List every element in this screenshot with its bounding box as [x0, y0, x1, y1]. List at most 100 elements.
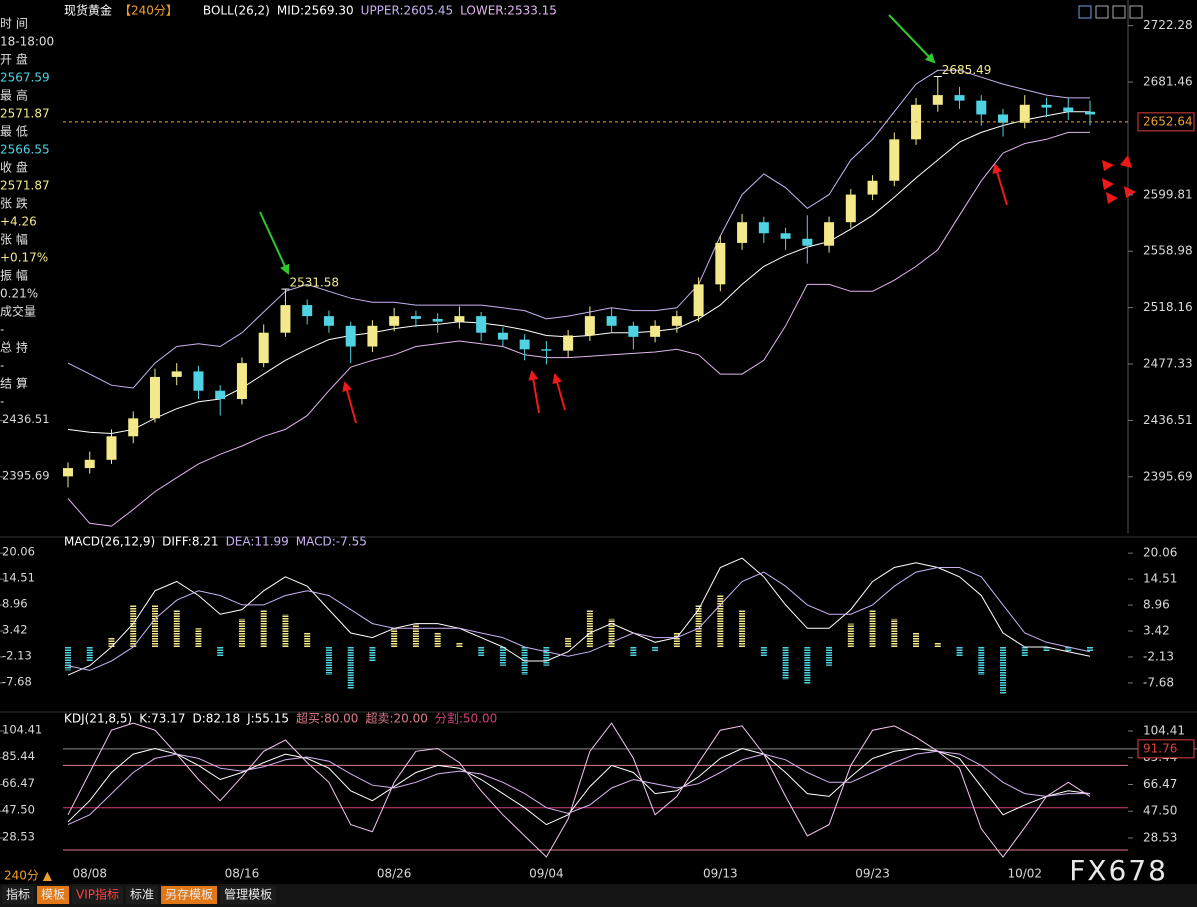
candle-body — [63, 468, 73, 477]
x-tick-label: 08/16 — [225, 867, 260, 881]
candle-body — [106, 436, 117, 460]
y-tick-label: 104.41 — [1143, 724, 1185, 738]
toolbar-button-bg — [2, 886, 35, 904]
arrow — [342, 381, 357, 424]
candle-body — [1085, 111, 1095, 115]
y-tick-label: -7.68 — [1143, 675, 1174, 689]
candle-body — [171, 371, 182, 377]
header-text: MID:2569.30 — [277, 4, 354, 18]
toolbar-button[interactable]: 指标 — [6, 887, 30, 902]
candle-body — [258, 332, 269, 364]
y-tick-label: 8.96 — [1143, 598, 1170, 612]
candle-body — [497, 332, 508, 340]
cursor-label: 91.76 — [1143, 741, 1177, 755]
arrow — [888, 14, 936, 64]
icon[interactable] — [1112, 5, 1126, 19]
toolbar-button-bg — [161, 886, 218, 904]
y-tick-label: 3.42 — [2, 622, 28, 636]
y-tick-label: 104.41 — [2, 723, 42, 737]
toolbar-bg — [0, 884, 1197, 907]
icon[interactable] — [1078, 5, 1092, 19]
candle-body — [932, 95, 943, 105]
candle-body — [650, 325, 661, 337]
info-value: 2566.55 — [0, 143, 50, 157]
info-label: 时 间 — [0, 17, 28, 31]
header-text: KDJ(21,8,5) — [64, 712, 132, 726]
watermark: FX678 — [1069, 854, 1168, 887]
toolbar-button[interactable]: 管理模板 — [224, 887, 272, 902]
header-text: DIFF:8.21 — [162, 535, 218, 549]
y-tick-label: 66.47 — [1143, 777, 1177, 791]
arrow — [992, 163, 1008, 206]
info-label: 成交量 — [0, 304, 36, 319]
y-tick-label: 2681.46 — [1143, 75, 1193, 89]
candle-body — [1019, 104, 1030, 123]
candle-body — [454, 316, 465, 322]
header-text: K:73.17 — [139, 712, 185, 726]
candle-body — [541, 349, 552, 351]
candle-body — [302, 305, 313, 317]
header-text: DEA:11.99 — [226, 535, 289, 549]
toolbar-button-bg — [37, 886, 70, 904]
candle-body — [998, 114, 1009, 123]
icon[interactable] — [1095, 5, 1109, 19]
y-tick-label: 28.53 — [1143, 830, 1177, 844]
candle-body — [954, 95, 965, 101]
y-tick-label: 8.96 — [2, 597, 28, 611]
arrow — [1102, 160, 1114, 171]
toolbar-button[interactable]: 另存模板 — [165, 888, 213, 902]
candle-body — [802, 238, 813, 246]
info-label: 最 低 — [0, 125, 28, 139]
toolbar-button[interactable]: 模板 — [41, 888, 65, 902]
x-tick-label: 09/04 — [529, 867, 564, 881]
candle-body — [323, 316, 334, 326]
last-price-label: 2652.64 — [1143, 114, 1193, 128]
info-label: 张 跌 — [0, 196, 28, 211]
icon[interactable] — [1129, 5, 1143, 19]
header-text: 【240分】 — [119, 4, 178, 18]
y-tick-label: 66.47 — [2, 776, 35, 790]
candle-body — [715, 242, 726, 285]
candle-body — [367, 325, 378, 347]
candle-body — [215, 390, 226, 400]
candle-body — [824, 222, 835, 246]
info-value: 2571.87 — [0, 179, 50, 193]
y-tick-label: 2395.69 — [2, 468, 50, 482]
header-text: UPPER:2605.45 — [361, 4, 453, 18]
header-text: BOLL(26,2) — [203, 4, 270, 18]
cursor-box — [1137, 739, 1195, 759]
y-tick-label: 2558.98 — [1143, 244, 1193, 258]
x-tick-label: 08/26 — [377, 867, 412, 881]
period-button[interactable]: 240分 ▲ — [4, 869, 53, 883]
info-label: 最 高 — [0, 88, 28, 103]
y-tick-label: 2436.51 — [2, 412, 50, 426]
y-tick-label: 14.51 — [2, 571, 35, 585]
candle-body — [476, 316, 487, 333]
toolbar-button[interactable]: VIP指标 — [76, 887, 119, 902]
candle-body — [737, 222, 748, 243]
candle-body — [236, 363, 247, 400]
y-tick-label: 2436.51 — [1143, 413, 1193, 427]
info-label: 结 算 — [0, 376, 28, 391]
header-text: MACD:-7.55 — [296, 535, 367, 549]
info-value: 2571.87 — [0, 107, 50, 121]
y-tick-label: 14.51 — [1143, 572, 1177, 586]
indicator-line — [67, 567, 1091, 671]
y-tick-label: -2.13 — [2, 648, 32, 662]
toolbar-button[interactable]: 标准 — [130, 888, 154, 902]
y-tick-label: 28.53 — [2, 829, 35, 843]
info-value: 0.21% — [0, 287, 38, 301]
candle-body — [149, 376, 160, 419]
info-label: 张 幅 — [0, 232, 28, 247]
y-tick-label: 20.06 — [1143, 546, 1177, 560]
indicator-line — [67, 750, 1090, 826]
info-value: +4.26 — [0, 215, 37, 229]
arrow — [528, 370, 540, 414]
info-label: 开 盘 — [0, 52, 28, 67]
y-tick-label: 2599.81 — [1143, 187, 1193, 201]
candle-body — [867, 180, 878, 195]
indicator-line — [67, 557, 1091, 676]
candle-body — [628, 325, 639, 337]
candle-body — [845, 194, 856, 223]
